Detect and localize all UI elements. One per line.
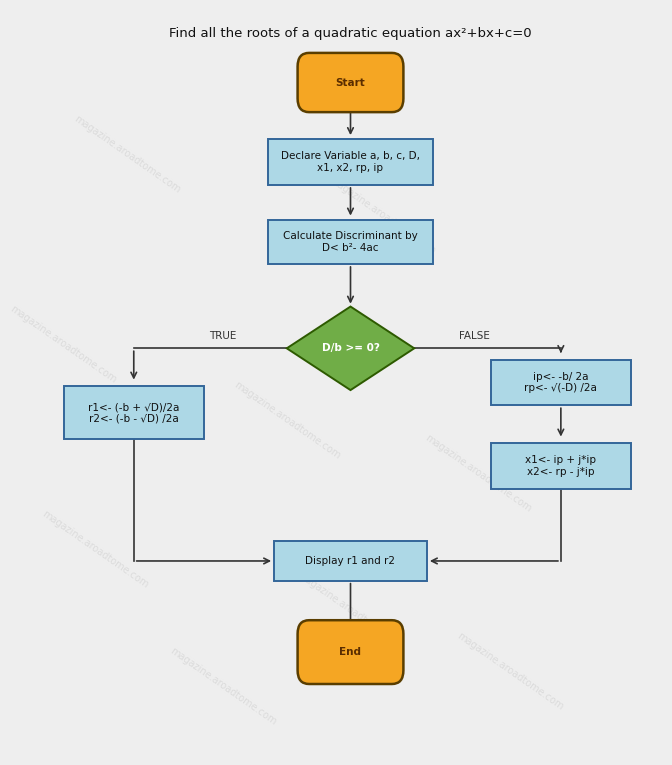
FancyBboxPatch shape [491,360,631,405]
Text: FALSE: FALSE [460,330,491,340]
Text: magazine.aroadtome.com: magazine.aroadtome.com [423,433,533,514]
Text: Find all the roots of a quadratic equation ax²+bx+c=0: Find all the roots of a quadratic equati… [169,27,532,40]
Text: End: End [339,647,362,657]
FancyBboxPatch shape [298,53,403,112]
Text: magazine.aroadtome.com: magazine.aroadtome.com [168,646,278,727]
FancyBboxPatch shape [64,386,204,439]
Text: D/b >= 0?: D/b >= 0? [322,343,380,353]
Text: TRUE: TRUE [209,330,237,340]
FancyBboxPatch shape [267,139,433,185]
Text: r1<- (-b + √D)/2a
r2<- (-b - √D) /2a: r1<- (-b + √D)/2a r2<- (-b - √D) /2a [88,402,179,424]
Polygon shape [287,307,414,390]
Text: magazine.aroadtome.com: magazine.aroadtome.com [9,304,119,385]
Text: ip<- -b/ 2a
rp<- √(-D) /2a: ip<- -b/ 2a rp<- √(-D) /2a [524,372,597,393]
Text: magazine.aroadtome.com: magazine.aroadtome.com [455,630,565,711]
Text: magazine.aroadtome.com: magazine.aroadtome.com [296,570,405,651]
Text: magazine.aroadtome.com: magazine.aroadtome.com [327,174,437,256]
Text: Display r1 and r2: Display r1 and r2 [306,556,396,566]
Text: magazine.aroadtome.com: magazine.aroadtome.com [40,509,151,591]
FancyBboxPatch shape [491,443,631,489]
Text: Calculate Discriminant by
D< b²- 4ac: Calculate Discriminant by D< b²- 4ac [283,231,418,252]
Text: magazine.aroadtome.com: magazine.aroadtome.com [232,380,342,461]
FancyBboxPatch shape [274,541,427,581]
FancyBboxPatch shape [267,220,433,264]
Text: Declare Variable a, b, c, D,
x1, x2, rp, ip: Declare Variable a, b, c, D, x1, x2, rp,… [281,151,420,173]
Text: Start: Start [335,77,366,87]
Text: x1<- ip + j*ip
x2<- rp - j*ip: x1<- ip + j*ip x2<- rp - j*ip [526,455,596,477]
Text: magazine.aroadtome.com: magazine.aroadtome.com [73,114,182,195]
FancyBboxPatch shape [298,620,403,684]
